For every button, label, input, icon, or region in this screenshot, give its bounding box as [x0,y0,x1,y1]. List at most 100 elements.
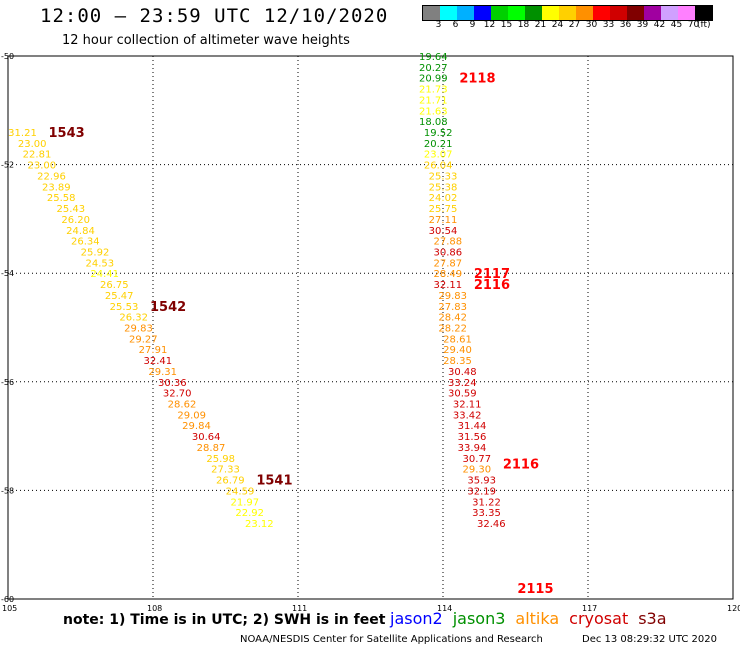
wave-height-label: 21.63 [419,106,448,117]
color-scale-label: 21 [534,20,547,30]
wave-height-label: 19.64 [419,52,448,63]
wave-height-label: 25.53 [110,302,139,313]
wave-height-label: 29.09 [177,410,206,421]
wave-height-label: 27.33 [211,465,240,476]
wave-height-label: 23.07 [424,150,453,161]
map-frame [7,55,734,600]
pass-id-label: 2117 [474,267,510,282]
wave-height-label: 27.83 [438,302,467,313]
credit-line: NOAA/NESDIS Center for Satellite Applica… [240,634,543,645]
wave-height-label: 32.11 [453,400,482,411]
latitude-tick-label: -60 [1,595,14,604]
wave-height-label: 33.24 [448,378,477,389]
wave-height-label: 31.21 [8,128,37,139]
wave-height-label: 28.22 [438,324,467,335]
color-scale-label: 27 [568,20,581,30]
wave-height-label: 26.32 [119,313,148,324]
generated-timestamp: Dec 13 08:29:32 UTC 2020 [582,634,717,645]
wave-height-label: 26.20 [61,215,90,226]
legend-entry-cryosat: cryosat [569,609,629,628]
wave-height-label: 25.47 [105,291,134,302]
legend-entry-altika: altika [515,609,560,628]
wave-height-label: 19.52 [424,128,453,139]
legend-entry-jason2: jason2 [390,609,443,628]
color-scale-swatch [576,6,593,20]
color-scale-swatch [440,6,457,20]
pass-id-label: 2116 [474,278,510,293]
wave-height-label: 35.93 [467,476,496,487]
color-scale-label: 30 [585,20,598,30]
page-subtitle: 12 hour collection of altimeter wave hei… [62,33,350,48]
wave-height-label: 30.86 [434,247,463,258]
color-scale-swatch [627,6,644,20]
wave-height-label: 22.92 [235,508,264,519]
wave-height-label: 31.44 [458,421,487,432]
wave-height-label: 29.83 [124,324,153,335]
wave-height-label: 29.83 [438,291,467,302]
color-scale-swatch [610,6,627,20]
wave-height-label: 25.75 [429,204,458,215]
color-scale-label: 36 [619,20,632,30]
wave-height-label: 22.81 [23,150,52,161]
color-scale-label: 12 [483,20,496,30]
wave-height-label: 28.35 [443,356,472,367]
wave-height-label: 24.84 [66,226,95,237]
color-scale-bar [422,5,713,21]
wave-height-label: 28.62 [168,400,197,411]
wave-height-label: 25.38 [429,182,458,193]
wave-height-label: 29.84 [182,421,211,432]
wave-height-label: 32.41 [144,356,173,367]
wave-height-label: 32.19 [467,486,496,497]
wave-height-label: 30.64 [192,432,221,443]
wave-height-label: 26.34 [71,237,100,248]
wave-height-label: 30.77 [463,454,492,465]
pass-id-label: 2116 [503,457,539,472]
footnote: note: 1) Time is in UTC; 2) SWH is in fe… [63,612,386,628]
color-scale-label: 70 [687,20,700,30]
longitude-tick-label: 117 [582,604,597,613]
pass-id-label: 1543 [49,126,85,141]
color-scale-swatch [525,6,542,20]
latitude-tick-label: -54 [1,269,14,278]
legend-entry-jason3: jason3 [452,609,506,628]
pass-id-label: 2118 [459,72,495,87]
color-scale-label: 45 [670,20,683,30]
color-scale-label: 15 [500,20,513,30]
longitude-tick-label: 120 [727,604,740,613]
latitude-tick-label: -52 [1,161,14,170]
color-scale-swatch [661,6,678,20]
wave-height-label: 25.92 [81,247,110,258]
color-scale-label: 39 [636,20,649,30]
wave-height-label: 32.11 [434,280,463,291]
wave-height-label: 25.58 [47,193,76,204]
color-scale-swatch [695,6,712,20]
color-scale-swatch [508,6,525,20]
wave-height-label: 30.59 [448,389,477,400]
wave-height-label: 21.73 [419,85,448,96]
satellite-legend: jason2 jason3 altika cryosat s3a [390,609,677,628]
color-scale-label: 33 [602,20,615,30]
wave-height-label: 23.00 [28,161,57,172]
color-scale-swatch [644,6,661,20]
wave-height-label: 33.42 [453,410,482,421]
wave-height-label: 25.33 [429,171,458,182]
color-scale-label: 18 [517,20,530,30]
longitude-tick-label: 105 [2,604,17,613]
wave-height-label: 28.49 [434,269,463,280]
wave-height-label: 20.99 [419,74,448,85]
color-scale-label: 3 [435,20,442,30]
wave-height-label: 24.53 [86,258,115,269]
wave-height-label: 27.88 [434,237,463,248]
latitude-tick-label: -58 [1,486,14,495]
wave-height-label: 30.48 [448,367,477,378]
wave-height-label: 28.87 [197,443,226,454]
wave-height-label: 33.94 [458,443,487,454]
longitude-tick-label: 111 [292,604,307,613]
wave-height-label: 31.56 [458,432,487,443]
color-scale-swatch [542,6,559,20]
wave-height-label: 26.04 [424,161,453,172]
color-scale-swatch [423,6,440,20]
wave-height-label: 31.22 [472,497,501,508]
